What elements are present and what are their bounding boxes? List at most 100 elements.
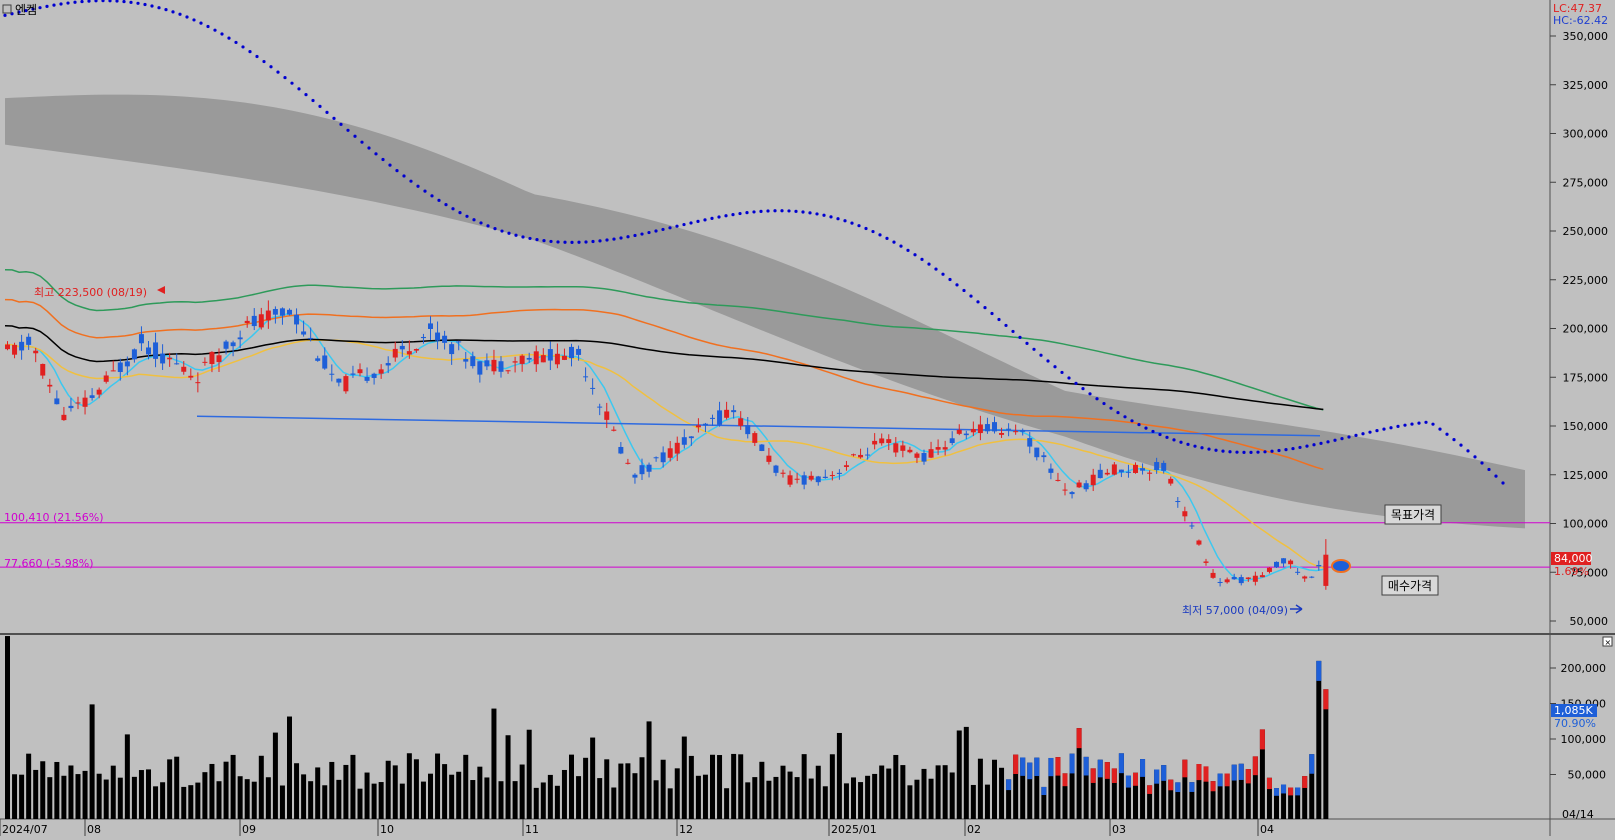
- sar-dot: [1389, 426, 1393, 430]
- sar-dot: [1116, 410, 1120, 415]
- candle-body: [1140, 468, 1146, 471]
- volume-bar: [752, 777, 758, 819]
- candle-body: [406, 351, 412, 355]
- candle-body: [435, 332, 441, 341]
- volume-bar: [858, 782, 864, 819]
- sar-dot: [423, 189, 427, 193]
- candle-body: [131, 349, 137, 360]
- sar-dot: [640, 232, 644, 236]
- candle-body: [731, 410, 737, 413]
- volume-bar: [5, 636, 10, 819]
- volume-bar: [872, 773, 878, 819]
- price-axis-label: 300,000: [1563, 128, 1609, 141]
- volume-bar-cap: [1147, 785, 1153, 794]
- volume-bar: [308, 781, 314, 819]
- candle-body: [138, 334, 144, 344]
- sar-dot: [1067, 376, 1071, 380]
- volume-bar: [230, 754, 236, 819]
- candle-body: [209, 351, 215, 365]
- candle-body: [237, 337, 243, 340]
- window-menu-icon[interactable]: [2, 4, 12, 14]
- sar-dot: [605, 238, 609, 242]
- candle-body: [1034, 447, 1040, 458]
- sar-dot: [164, 8, 168, 12]
- candle-body: [146, 347, 151, 355]
- sar-dot: [1165, 435, 1169, 439]
- volume-bar: [999, 767, 1005, 819]
- candle-body: [787, 475, 793, 485]
- volume-bar-cap: [1203, 766, 1209, 782]
- candle-body: [540, 355, 546, 363]
- time-axis-label: 08: [87, 823, 101, 836]
- sar-dot: [1207, 447, 1211, 451]
- volume-bar-cap: [1111, 768, 1117, 783]
- sar-dot: [696, 219, 700, 223]
- candle-body: [294, 314, 300, 325]
- volume-axis-label: 100,000: [1561, 733, 1607, 746]
- sar-dot: [500, 229, 504, 233]
- candle-body: [604, 411, 610, 420]
- candle-body: [181, 366, 187, 372]
- sar-dot: [332, 116, 336, 120]
- time-axis-label: 10: [380, 823, 394, 836]
- candle-body: [738, 418, 744, 426]
- volume-bar-cap: [1175, 782, 1181, 793]
- candle-body: [124, 361, 130, 367]
- volume-bar-cap: [1259, 729, 1265, 750]
- volume-bar: [808, 778, 814, 819]
- volume-bar: [75, 774, 81, 819]
- volume-bar: [124, 734, 130, 819]
- candle-body: [674, 442, 680, 454]
- candle-body: [1175, 501, 1181, 503]
- volume-bar-cap: [1274, 788, 1279, 796]
- sar-dot: [1452, 437, 1456, 442]
- volume-bar-cap: [1055, 757, 1061, 776]
- sar-dot: [717, 215, 721, 219]
- moving-averages: [4, 268, 1324, 582]
- candle-body: [329, 373, 335, 375]
- sar-dot: [178, 12, 182, 16]
- volume-bar: [533, 787, 539, 819]
- target-price-button[interactable]: 목표가격: [1384, 504, 1442, 525]
- volume-bar-cap: [1168, 779, 1174, 791]
- sar-dot: [129, 0, 133, 4]
- candle-body: [667, 448, 673, 458]
- volume-bar-cap: [1189, 782, 1195, 792]
- candle-body: [759, 444, 765, 451]
- volume-bar: [1274, 788, 1279, 819]
- volume-bar: [336, 779, 342, 819]
- candle-body: [336, 378, 342, 383]
- sar-dot: [1375, 429, 1379, 433]
- volume-bar: [40, 761, 46, 819]
- sar-dot: [1333, 438, 1337, 442]
- candle-body: [174, 363, 180, 365]
- candle-body: [350, 373, 356, 375]
- sar-dot: [1256, 450, 1260, 454]
- volume-bar: [1245, 769, 1251, 819]
- sar-dot: [1032, 347, 1036, 351]
- volume-bar-cap: [1182, 759, 1188, 778]
- candle-body: [1013, 431, 1019, 433]
- buy-price-button[interactable]: 매수가격: [1381, 575, 1439, 596]
- volume-bar: [272, 732, 278, 819]
- sar-dot: [1459, 443, 1463, 447]
- sar-dot: [1284, 448, 1288, 452]
- sar-dot: [738, 211, 742, 216]
- sar-dot: [794, 209, 798, 213]
- sar-dot: [94, 0, 98, 3]
- volume-bar: [576, 776, 582, 819]
- moving-average-line: [4, 339, 1324, 569]
- sar-dot: [710, 216, 714, 220]
- sar-dot: [787, 209, 791, 213]
- candle-body: [117, 362, 123, 373]
- current-price-marker[interactable]: [1331, 559, 1351, 573]
- sar-dot: [80, 0, 84, 4]
- candle-body: [1111, 464, 1117, 475]
- volume-bar: [315, 767, 321, 819]
- volume-bar: [632, 773, 638, 819]
- volume-bar: [258, 755, 264, 819]
- candle-body: [907, 449, 913, 453]
- volume-pane-close-button[interactable]: [1602, 636, 1613, 647]
- time-axis-label: 11: [525, 823, 539, 836]
